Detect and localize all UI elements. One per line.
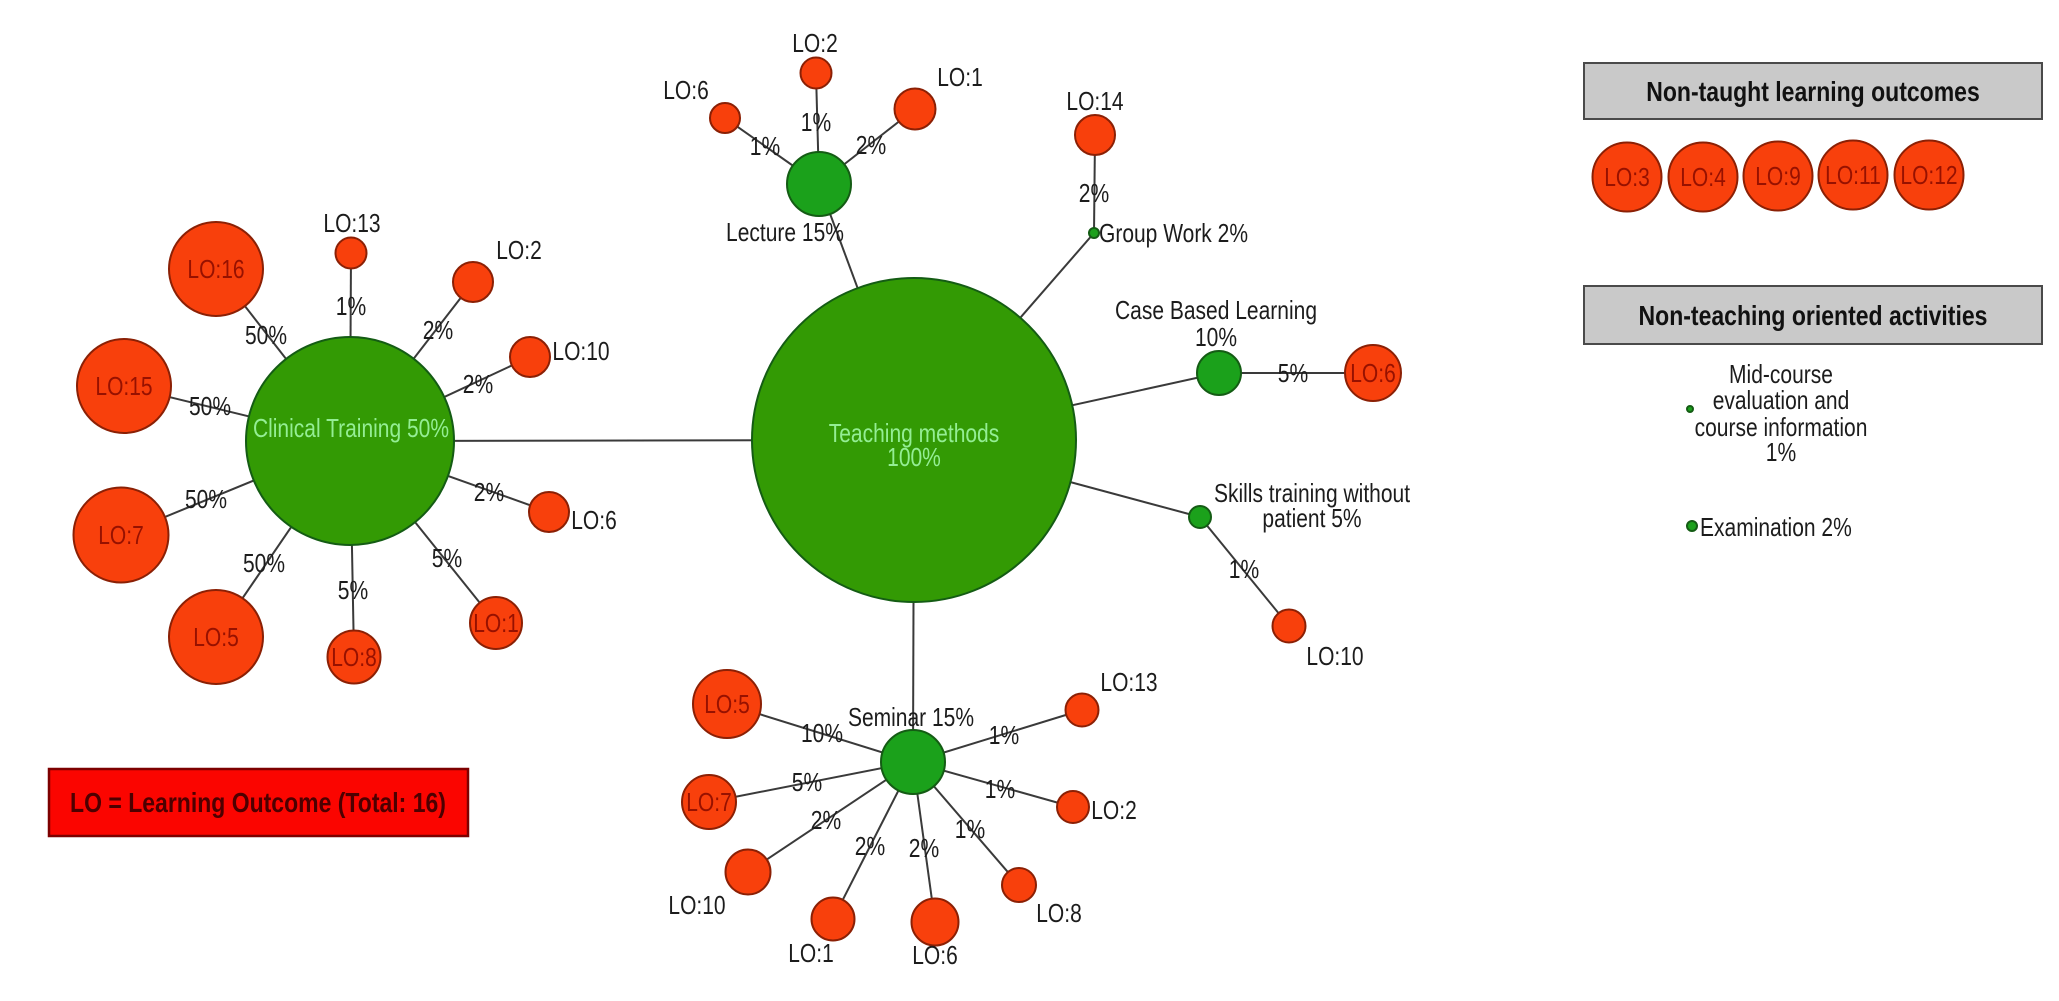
- svg-text:2%: 2%: [423, 315, 453, 345]
- svg-text:LO:10: LO:10: [1306, 641, 1363, 671]
- svg-text:LO:15: LO:15: [95, 371, 152, 401]
- svg-text:Lecture 15%: Lecture 15%: [726, 217, 844, 247]
- svg-text:1%: 1%: [985, 774, 1015, 804]
- svg-text:Group Work 2%: Group Work 2%: [1099, 218, 1248, 248]
- svg-text:Skills training without: Skills training without: [1214, 478, 1411, 508]
- svg-text:course information: course information: [1695, 412, 1868, 442]
- svg-text:2%: 2%: [811, 805, 841, 835]
- svg-text:Non-taught learning outcomes: Non-taught learning outcomes: [1646, 76, 1980, 107]
- svg-text:LO:6: LO:6: [912, 940, 958, 970]
- svg-text:LO:2: LO:2: [496, 235, 542, 265]
- svg-text:evaluation and: evaluation and: [1713, 385, 1850, 415]
- svg-text:1%: 1%: [1229, 554, 1259, 584]
- svg-text:LO:1: LO:1: [788, 938, 834, 968]
- svg-text:2%: 2%: [463, 369, 493, 399]
- svg-text:LO:7: LO:7: [686, 787, 732, 817]
- svg-text:Seminar 15%: Seminar 15%: [848, 702, 974, 732]
- svg-text:LO:13: LO:13: [1100, 667, 1157, 697]
- svg-text:2%: 2%: [474, 477, 504, 507]
- svg-text:1%: 1%: [750, 131, 780, 161]
- svg-text:50%: 50%: [245, 320, 287, 350]
- svg-text:100%: 100%: [887, 442, 941, 472]
- svg-text:LO:3: LO:3: [1604, 162, 1650, 192]
- svg-text:2%: 2%: [1079, 178, 1109, 208]
- svg-text:LO:9: LO:9: [1755, 161, 1801, 191]
- svg-text:LO:2: LO:2: [1091, 795, 1137, 825]
- svg-text:Clinical Training 50%: Clinical Training 50%: [253, 413, 449, 443]
- svg-text:Teaching methods: Teaching methods: [829, 418, 1000, 448]
- svg-text:LO:5: LO:5: [704, 689, 750, 719]
- svg-text:1%: 1%: [336, 291, 366, 321]
- svg-text:LO:2: LO:2: [792, 28, 838, 58]
- svg-text:LO:12: LO:12: [1900, 160, 1957, 190]
- svg-text:LO:6: LO:6: [663, 75, 709, 105]
- svg-text:patient 5%: patient 5%: [1262, 503, 1361, 533]
- svg-text:Mid-course: Mid-course: [1729, 359, 1833, 389]
- svg-text:LO:6: LO:6: [571, 505, 617, 535]
- svg-text:50%: 50%: [185, 484, 227, 514]
- svg-text:LO:4: LO:4: [1680, 162, 1726, 192]
- svg-text:LO:8: LO:8: [1036, 898, 1082, 928]
- svg-text:LO:1: LO:1: [473, 608, 519, 638]
- svg-text:LO:13: LO:13: [323, 208, 380, 238]
- svg-text:1%: 1%: [1766, 437, 1796, 467]
- svg-text:LO:10: LO:10: [668, 890, 725, 920]
- svg-text:Non-teaching oriented activiti: Non-teaching oriented activities: [1639, 300, 1988, 331]
- svg-text:50%: 50%: [189, 391, 231, 421]
- svg-text:LO = Learning Outcome (Total:: LO = Learning Outcome (Total: 16): [70, 787, 446, 818]
- svg-text:2%: 2%: [856, 130, 886, 160]
- svg-text:Case Based Learning: Case Based Learning: [1115, 295, 1317, 325]
- svg-text:LO:5: LO:5: [193, 622, 239, 652]
- svg-text:5%: 5%: [792, 767, 822, 797]
- svg-text:LO:14: LO:14: [1066, 86, 1123, 116]
- svg-text:2%: 2%: [909, 833, 939, 863]
- svg-text:10%: 10%: [1195, 322, 1237, 352]
- svg-text:10%: 10%: [801, 718, 843, 748]
- svg-text:5%: 5%: [1278, 358, 1308, 388]
- svg-text:LO:10: LO:10: [552, 336, 609, 366]
- svg-text:5%: 5%: [338, 575, 368, 605]
- svg-text:50%: 50%: [243, 548, 285, 578]
- svg-text:5%: 5%: [432, 543, 462, 573]
- svg-text:LO:16: LO:16: [187, 254, 244, 284]
- svg-text:1%: 1%: [989, 720, 1019, 750]
- svg-text:2%: 2%: [855, 831, 885, 861]
- svg-text:1%: 1%: [801, 107, 831, 137]
- svg-text:1%: 1%: [955, 814, 985, 844]
- svg-text:LO:6: LO:6: [1350, 358, 1396, 388]
- svg-text:LO:8: LO:8: [331, 642, 377, 672]
- svg-text:Examination 2%: Examination 2%: [1700, 512, 1852, 542]
- svg-text:LO:1: LO:1: [937, 62, 983, 92]
- svg-text:LO:7: LO:7: [98, 520, 144, 550]
- svg-text:LO:11: LO:11: [1825, 160, 1881, 190]
